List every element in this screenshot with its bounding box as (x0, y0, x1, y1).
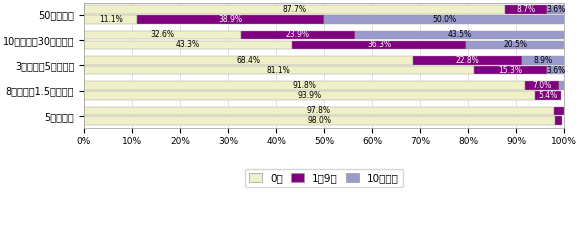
Bar (84, 15, 137, 24)
Text: 38.9%: 38.9% (219, 15, 242, 24)
Bar (547, 5, 564, 14)
Legend: 0人, 1〜9人, 10人以上: 0人, 1〜9人, 10人以上 (245, 169, 403, 187)
Bar (84, 66, 473, 74)
Bar (84, 81, 525, 90)
Text: 93.9%: 93.9% (298, 91, 321, 100)
Text: 91.8%: 91.8% (292, 81, 316, 90)
Bar (547, 66, 564, 74)
Text: 8.7%: 8.7% (517, 5, 536, 14)
Text: 87.7%: 87.7% (282, 5, 307, 14)
Bar (412, 56, 522, 65)
Bar (84, 91, 535, 100)
Text: 3.6%: 3.6% (546, 66, 566, 75)
Bar (84, 31, 241, 39)
Text: 50.0%: 50.0% (432, 15, 456, 24)
Text: 36.3%: 36.3% (367, 40, 391, 49)
Bar (522, 56, 565, 65)
Text: 97.8%: 97.8% (307, 106, 331, 115)
Text: 20.5%: 20.5% (503, 40, 528, 49)
Text: 32.6%: 32.6% (150, 30, 174, 40)
Bar (241, 31, 356, 39)
Text: 7.0%: 7.0% (532, 81, 552, 90)
Bar (84, 5, 505, 14)
Bar (84, 40, 292, 49)
Bar (525, 81, 559, 90)
Bar (473, 66, 547, 74)
Text: 81.1%: 81.1% (267, 66, 291, 75)
Bar (356, 31, 564, 39)
Text: 98.0%: 98.0% (307, 116, 331, 125)
Text: 5.4%: 5.4% (538, 91, 557, 100)
Text: 43.5%: 43.5% (448, 30, 472, 40)
Bar (84, 116, 554, 125)
Bar (324, 15, 564, 24)
Text: 23.9%: 23.9% (286, 30, 310, 40)
Bar (535, 91, 561, 100)
Bar (84, 56, 412, 65)
Text: 8.9%: 8.9% (534, 56, 553, 65)
Text: 43.3%: 43.3% (176, 40, 200, 49)
Bar (137, 15, 324, 24)
Text: 15.3%: 15.3% (498, 66, 522, 75)
Bar (84, 107, 554, 115)
Bar (554, 107, 564, 115)
Bar (554, 116, 562, 125)
Bar (559, 81, 564, 90)
Text: 68.4%: 68.4% (236, 56, 260, 65)
Text: 22.8%: 22.8% (455, 56, 479, 65)
Text: 3.6%: 3.6% (546, 5, 566, 14)
Text: 11.1%: 11.1% (99, 15, 122, 24)
Bar (466, 40, 565, 49)
Bar (505, 5, 547, 14)
Bar (292, 40, 466, 49)
